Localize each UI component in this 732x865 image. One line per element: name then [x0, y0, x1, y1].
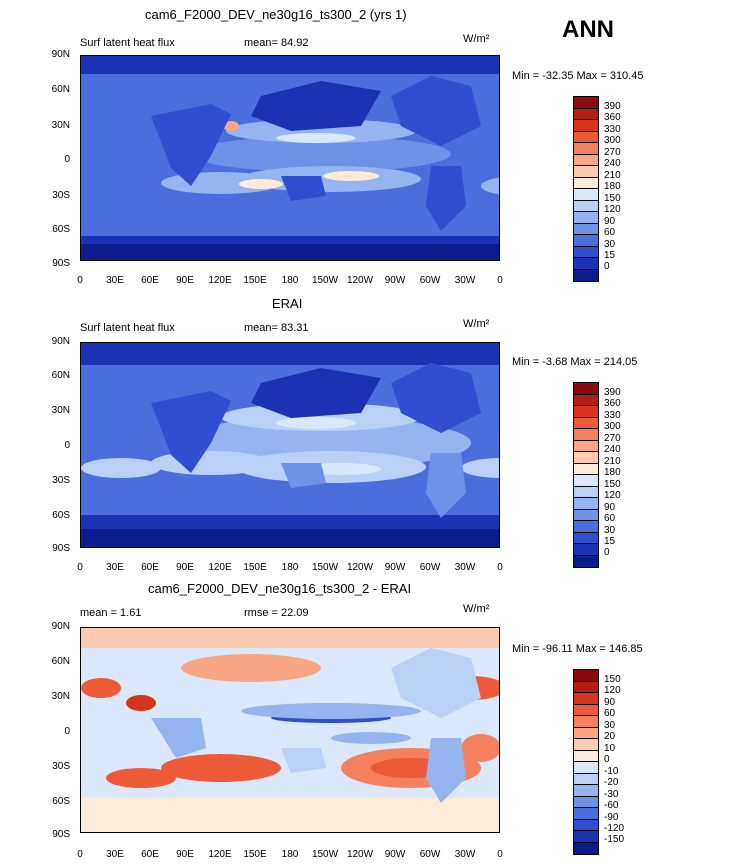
colorbar-swatch: [574, 704, 598, 716]
colorbar-swatch: [574, 452, 598, 464]
colorbar-swatch: [574, 819, 598, 831]
colorbar-swatch: [574, 521, 598, 533]
colorbar-swatch: [574, 716, 598, 728]
map-obs: [80, 342, 500, 548]
colorbar-swatch: [574, 429, 598, 441]
panel-title: ERAI: [272, 296, 303, 311]
colorbar-swatch: [574, 681, 598, 693]
variable-label: Surf latent heat flux: [80, 322, 175, 334]
colorbar-swatch: [574, 808, 598, 820]
colorbar-swatch: [574, 383, 598, 395]
colorbar-swatch: [574, 486, 598, 498]
colorbar-swatch: [574, 97, 598, 109]
minmax-label: Min = -96.11 Max = 146.85: [512, 643, 643, 655]
colorbar-swatch: [574, 143, 598, 155]
colorbar-swatch: [574, 269, 598, 281]
colorbar-swatch: [574, 842, 598, 854]
minmax-label: Min = -32.35 Max = 310.45: [512, 70, 644, 82]
colorbar-swatch: [574, 463, 598, 475]
units-label: W/m²: [463, 33, 490, 45]
colorbar-swatch: [574, 670, 598, 682]
panel-title: cam6_F2000_DEV_ne30g16_ts300_2 (yrs 1): [145, 7, 407, 22]
colorbar-swatch: [574, 417, 598, 429]
rmse-label: rmse = 22.09: [244, 607, 309, 619]
colorbar-swatch: [574, 108, 598, 120]
map-diff: [80, 627, 500, 833]
colorbar-swatch: [574, 406, 598, 418]
colorbar-model: [573, 96, 599, 282]
colorbar-swatch: [574, 831, 598, 843]
colorbar-diff: [573, 669, 599, 855]
mean-label: mean= 84.92: [244, 37, 309, 49]
colorbar-swatch: [574, 189, 598, 201]
season-label: ANN: [562, 16, 614, 43]
colorbar-swatch: [574, 394, 598, 406]
minmax-label: Min = -3.68 Max = 214.05: [512, 356, 638, 368]
colorbar-swatch: [574, 200, 598, 212]
colorbar-obs: [573, 382, 599, 568]
colorbar-swatch: [574, 750, 598, 762]
colorbar-swatch: [574, 693, 598, 705]
colorbar-swatch: [574, 773, 598, 785]
colorbar-swatch: [574, 258, 598, 270]
map-model: [80, 55, 500, 261]
colorbar-swatch: [574, 166, 598, 178]
colorbar-swatch: [574, 727, 598, 739]
colorbar-swatch: [574, 532, 598, 544]
mean-label: mean= 83.31: [244, 322, 309, 334]
colorbar-swatch: [574, 235, 598, 247]
colorbar-swatch: [574, 762, 598, 774]
variable-label: Surf latent heat flux: [80, 37, 175, 49]
colorbar-swatch: [574, 509, 598, 521]
colorbar-swatch: [574, 498, 598, 510]
colorbar-swatch: [574, 177, 598, 189]
mean-label: mean = 1.61: [80, 607, 142, 619]
units-label: W/m²: [463, 603, 490, 615]
units-label: W/m²: [463, 318, 490, 330]
colorbar-swatch: [574, 131, 598, 143]
colorbar-swatch: [574, 544, 598, 556]
colorbar-swatch: [574, 154, 598, 166]
colorbar-swatch: [574, 475, 598, 487]
colorbar-swatch: [574, 223, 598, 235]
colorbar-swatch: [574, 120, 598, 132]
colorbar-swatch: [574, 440, 598, 452]
colorbar-swatch: [574, 246, 598, 258]
colorbar-swatch: [574, 785, 598, 797]
colorbar-swatch: [574, 555, 598, 567]
colorbar-swatch: [574, 739, 598, 751]
colorbar-swatch: [574, 796, 598, 808]
panel-title: cam6_F2000_DEV_ne30g16_ts300_2 - ERAI: [148, 581, 412, 596]
colorbar-swatch: [574, 212, 598, 224]
